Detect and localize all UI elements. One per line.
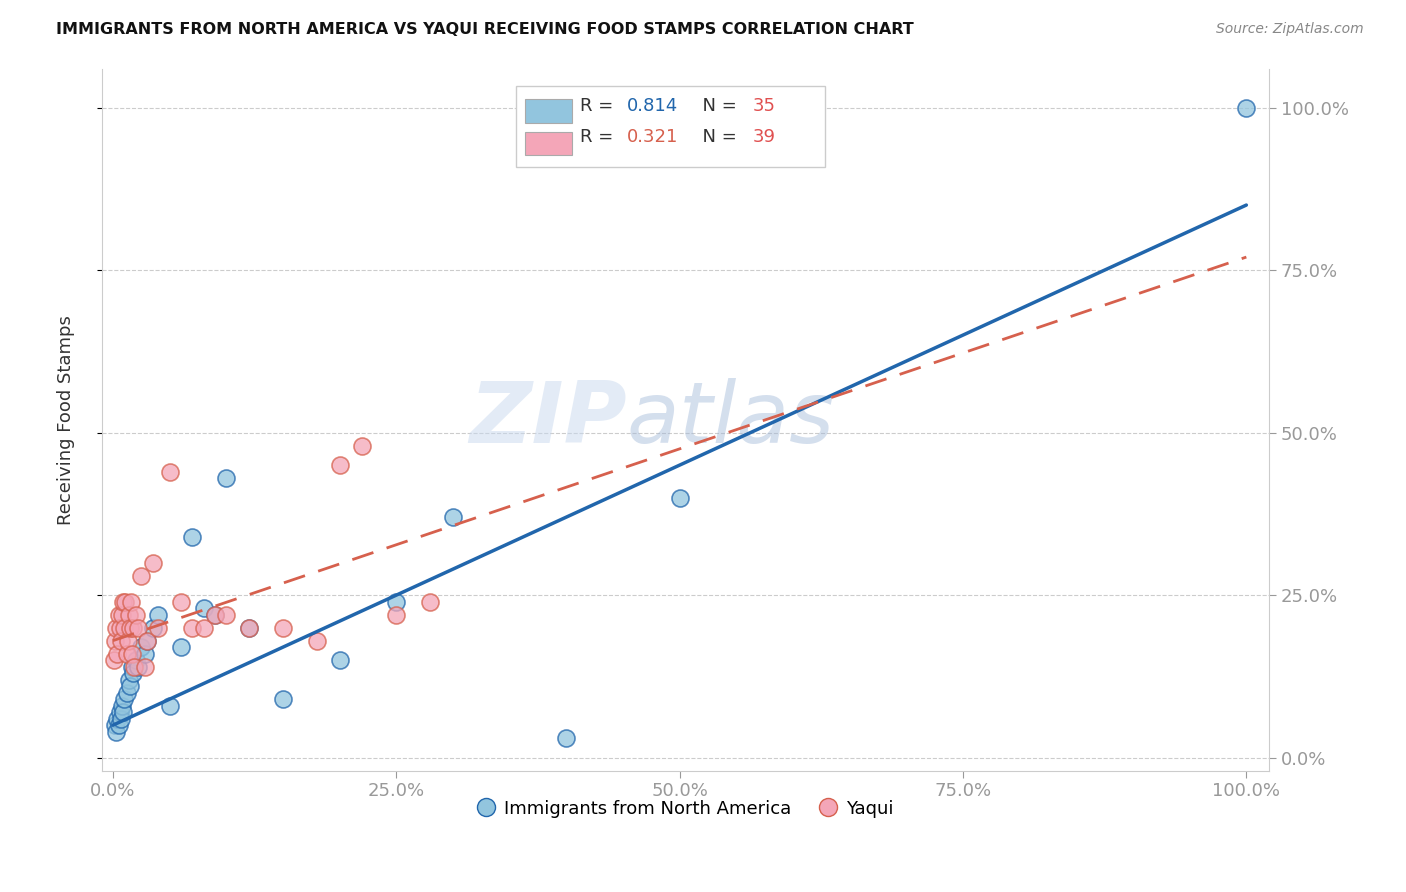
Point [112,594,135,608]
Text: R =: R = [581,128,619,146]
Point [105,621,128,635]
Point [108,621,131,635]
Point [419,594,441,608]
Point [668,491,690,505]
Point [107,718,129,732]
Text: 35: 35 [754,96,776,115]
Point [121,647,143,661]
Point [215,471,238,485]
Point [120,594,142,608]
Point [305,633,328,648]
Text: atlas: atlas [627,378,835,461]
Text: N =: N = [692,96,742,115]
Legend: Immigrants from North America, Yaqui: Immigrants from North America, Yaqui [470,792,900,825]
Point [122,621,145,635]
Point [159,465,181,479]
Point [193,601,215,615]
Point [193,621,215,635]
Point [204,607,226,622]
Text: ZIP: ZIP [470,378,627,461]
Point [204,607,226,622]
Point [111,607,134,622]
Point [118,673,141,687]
Point [127,659,149,673]
FancyBboxPatch shape [526,132,572,155]
Point [385,594,408,608]
Point [124,607,146,622]
Point [121,659,143,673]
Point [134,659,156,673]
Point [271,621,294,635]
Point [170,594,193,608]
Point [271,692,294,706]
Point [385,607,408,622]
Point [127,621,149,635]
Point [129,568,152,582]
Point [181,621,204,635]
Point [142,621,165,635]
Point [104,633,127,648]
Point [107,607,129,622]
Point [104,718,127,732]
Text: R =: R = [581,96,619,115]
Point [135,633,157,648]
Point [134,647,156,661]
Point [135,633,157,648]
Point [118,679,141,693]
Text: 0.321: 0.321 [627,128,678,146]
Point [110,712,132,726]
Point [148,621,170,635]
Point [122,666,145,681]
Text: N =: N = [692,128,742,146]
Point [124,653,146,667]
Point [441,510,464,524]
Point [555,731,578,746]
Point [170,640,193,655]
Text: Source: ZipAtlas.com: Source: ZipAtlas.com [1216,22,1364,37]
Point [1234,101,1257,115]
Point [148,607,170,622]
Point [105,724,128,739]
Point [142,556,165,570]
Point [111,698,134,713]
Point [329,458,352,472]
Text: IMMIGRANTS FROM NORTH AMERICA VS YAQUI RECEIVING FOOD STAMPS CORRELATION CHART: IMMIGRANTS FROM NORTH AMERICA VS YAQUI R… [56,22,914,37]
Point [112,705,135,719]
Point [115,686,138,700]
Point [103,653,125,667]
FancyBboxPatch shape [516,86,825,167]
Point [112,621,135,635]
Point [108,705,131,719]
Point [129,640,152,655]
Point [124,659,146,673]
Point [112,692,135,706]
Point [238,621,260,635]
Text: 39: 39 [754,128,776,146]
Point [107,712,129,726]
Point [118,607,141,622]
Point [118,621,141,635]
Point [114,594,136,608]
Y-axis label: Receiving Food Stamps: Receiving Food Stamps [58,315,75,524]
Point [159,698,181,713]
Point [181,530,204,544]
Point [329,653,352,667]
Point [215,607,238,622]
Point [107,647,129,661]
Point [115,647,138,661]
Point [110,633,132,648]
Point [117,633,139,648]
Point [352,439,374,453]
Text: 0.814: 0.814 [627,96,678,115]
FancyBboxPatch shape [526,99,572,122]
Point [238,621,260,635]
